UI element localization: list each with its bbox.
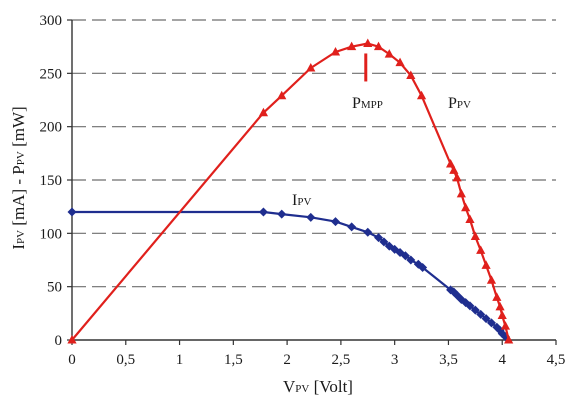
data-point — [481, 314, 491, 324]
data-point — [277, 90, 287, 100]
data-point — [363, 227, 373, 237]
data-point — [306, 63, 316, 72]
y-tick-label: 250 — [40, 66, 63, 82]
data-point — [504, 335, 514, 344]
data-point — [374, 233, 384, 243]
data-point — [486, 318, 496, 328]
data-point — [395, 57, 405, 67]
data-point — [373, 41, 384, 51]
data-point — [500, 321, 511, 330]
data-point — [384, 49, 394, 58]
x-tick-label: 4,5 — [547, 352, 566, 368]
data-point — [495, 301, 505, 311]
data-point — [476, 309, 486, 319]
data-point — [379, 237, 389, 247]
data-point — [363, 38, 373, 47]
data-point — [277, 209, 287, 219]
x-axis-title: VPV [Volt] — [283, 377, 353, 396]
data-point — [306, 212, 316, 222]
x-tick-label: 3 — [391, 352, 399, 368]
data-point — [347, 222, 357, 232]
series-line — [72, 210, 507, 338]
data-point — [470, 305, 480, 315]
data-point — [497, 310, 507, 319]
y-axis-title: IPV [mA] - PPV [mW] — [9, 106, 28, 249]
data-point — [449, 165, 459, 174]
data-point — [330, 47, 341, 56]
data-point — [465, 214, 475, 223]
data-point — [400, 251, 410, 261]
y-tick-label: 50 — [47, 280, 62, 296]
data-point — [347, 41, 357, 51]
data-point — [416, 90, 427, 100]
labels: VPV [Volt] IPV [mA] - PPV [mW] IPV PPV PMPP — [9, 53, 471, 396]
data-point — [331, 217, 341, 227]
series-ipv — [67, 207, 510, 342]
x-tick-label: 3,5 — [439, 352, 458, 368]
mpp-label: PMPP — [352, 95, 383, 112]
data-point — [492, 292, 502, 301]
series-label-ppv: PPV — [448, 95, 471, 112]
y-tick-label: 150 — [40, 173, 63, 189]
series-line — [71, 42, 510, 341]
x-tick-label: 0,5 — [116, 352, 135, 368]
y-tick-label: 0 — [55, 333, 63, 349]
data-point — [452, 172, 462, 182]
data-point — [476, 245, 486, 254]
data-point — [486, 275, 497, 284]
data-point — [465, 301, 475, 311]
data-point — [418, 262, 428, 272]
x-tick-label: 1 — [176, 352, 184, 368]
data-point — [67, 207, 77, 217]
data-point — [445, 159, 456, 168]
x-tick-label: 1,5 — [224, 352, 243, 368]
y-tick-label: 100 — [40, 226, 63, 242]
data-point — [406, 255, 416, 265]
gridlines — [72, 19, 556, 288]
series-ppv — [67, 38, 514, 344]
data-point — [470, 231, 480, 241]
data-point — [258, 107, 269, 117]
y-tick-label: 300 — [40, 13, 63, 29]
data-point — [67, 335, 77, 344]
axes: 0 50 100 150 200 250 300 0 0,5 1 1,5 2 2,5 3 3,5 4 4,5 — [40, 13, 566, 368]
data-point — [456, 188, 466, 198]
data-point — [406, 70, 416, 79]
data-point — [461, 202, 471, 212]
series-label-ipv: IPV — [292, 192, 311, 209]
x-tick-label: 4 — [498, 352, 506, 368]
x-tick-label: 2 — [283, 352, 291, 368]
data-point — [258, 207, 268, 217]
x-tick-label: 0 — [68, 352, 76, 368]
y-tick-label: 200 — [40, 120, 63, 136]
data-point — [481, 260, 491, 269]
x-tick-label: 2,5 — [332, 352, 351, 368]
series — [67, 38, 514, 344]
